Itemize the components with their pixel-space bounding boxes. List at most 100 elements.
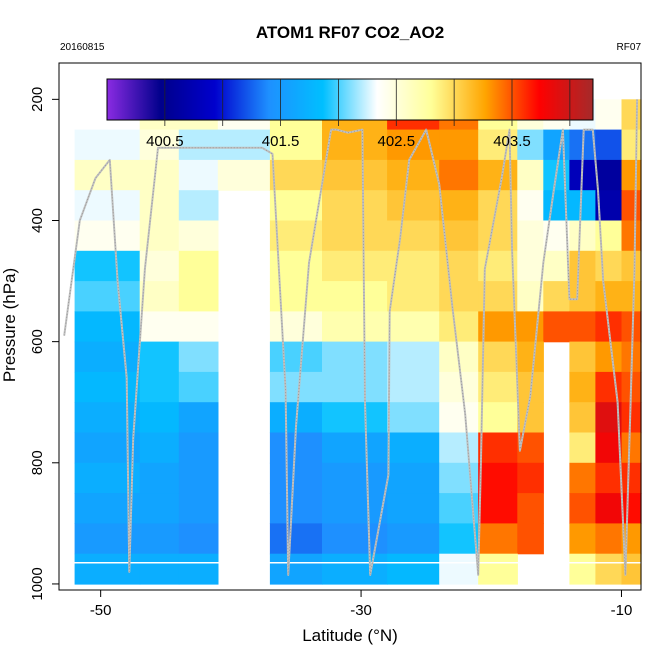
heatmap-cell xyxy=(569,281,596,312)
heatmap-cell xyxy=(217,159,271,191)
heatmap-cell xyxy=(517,129,544,161)
heatmap-cell xyxy=(439,311,479,343)
heatmap-cell xyxy=(569,432,596,464)
heatmap-cell xyxy=(217,129,271,161)
heatmap-cell xyxy=(595,493,622,524)
heatmap-cell xyxy=(139,341,180,373)
heatmap-cell xyxy=(139,281,180,312)
colorbar-tick-label: 400.5 xyxy=(146,133,184,150)
x-tick-label: -10 xyxy=(611,602,633,619)
heatmap-cell xyxy=(269,281,323,312)
heatmap-cell xyxy=(139,523,180,555)
heatmap-cell xyxy=(595,129,622,161)
heatmap-cell xyxy=(439,129,479,161)
heatmap-cell xyxy=(569,250,596,282)
heatmap-cell xyxy=(178,129,219,161)
heatmap-cell xyxy=(621,311,642,343)
heatmap-cell xyxy=(269,190,323,222)
heatmap-cell xyxy=(543,311,570,343)
heatmap-cell xyxy=(569,402,596,434)
heatmap-cell xyxy=(322,220,388,252)
heatmap-cell xyxy=(621,159,642,191)
heatmap-cell xyxy=(517,402,544,434)
heatmap-cell xyxy=(439,402,479,434)
heatmap-cell xyxy=(387,159,440,191)
heatmap-cell xyxy=(269,462,323,494)
heatmap-cell xyxy=(322,281,388,312)
heatmap-cell xyxy=(322,371,388,403)
heatmap-cell xyxy=(387,371,440,403)
heatmap-cell xyxy=(569,220,596,252)
heatmap-cell xyxy=(478,129,518,161)
x-tick-label: -30 xyxy=(350,602,372,619)
heatmap-cell xyxy=(387,281,440,312)
heatmap-cell xyxy=(387,462,440,494)
heatmap-cell xyxy=(517,341,544,373)
flight-label: RF07 xyxy=(617,42,642,53)
heatmap-cell xyxy=(595,159,622,191)
heatmap-cell xyxy=(543,250,570,282)
heatmap-cell xyxy=(387,190,440,222)
heatmap-cell xyxy=(322,129,388,161)
heatmap-cell xyxy=(139,220,180,252)
heatmap-cell xyxy=(543,129,570,161)
y-tick-label: 600 xyxy=(29,329,46,354)
heatmap-cell xyxy=(595,553,622,585)
heatmap-cell xyxy=(595,99,622,131)
y-axis: 200 400 600 800 1000 xyxy=(29,87,59,601)
heatmap-cell xyxy=(595,281,622,312)
heatmap-cell xyxy=(387,523,440,555)
heatmap-cell xyxy=(322,250,388,282)
heatmap-cell xyxy=(439,462,479,494)
heatmap-cell xyxy=(387,493,440,524)
heatmap-cell xyxy=(269,311,323,343)
heatmap-cell xyxy=(569,493,596,524)
heatmap-cells xyxy=(59,99,642,585)
heatmap-cell xyxy=(478,159,518,191)
heatmap-cell xyxy=(74,371,141,403)
heatmap-cell xyxy=(517,311,544,343)
heatmap-cell xyxy=(178,250,219,282)
heatmap-cell xyxy=(322,190,388,222)
heatmap-cell xyxy=(322,553,388,585)
heatmap-cell xyxy=(517,250,544,282)
heatmap-cell xyxy=(74,432,141,464)
heatmap-cell xyxy=(387,220,440,252)
heatmap-cell xyxy=(178,523,219,555)
heatmap-cell xyxy=(621,462,642,494)
date-label: 20160815 xyxy=(60,42,105,53)
x-axis: -50 -30 -10 xyxy=(90,590,632,619)
heatmap-cell xyxy=(74,281,141,312)
y-axis-label: Pressure (hPa) xyxy=(0,268,19,382)
heatmap-cell xyxy=(178,371,219,403)
heatmap-cell xyxy=(178,190,219,222)
heatmap-cell xyxy=(178,341,219,373)
heatmap-cell xyxy=(322,341,388,373)
heatmap-cell xyxy=(621,493,642,524)
heatmap-cell xyxy=(621,190,642,222)
heatmap-cell xyxy=(139,159,180,191)
heatmap-cell xyxy=(478,553,518,585)
heatmap-cell xyxy=(139,553,180,585)
heatmap-cell xyxy=(139,402,180,434)
heatmap-cell xyxy=(517,159,544,191)
heatmap-cell xyxy=(621,281,642,312)
heatmap-cell xyxy=(478,371,518,403)
heatmap-cell xyxy=(139,311,180,343)
heatmap-cell xyxy=(517,523,544,555)
heatmap-cell xyxy=(269,493,323,524)
heatmap-cell xyxy=(139,493,180,524)
heatmap-cell xyxy=(595,523,622,555)
heatmap-cell xyxy=(322,402,388,434)
heatmap-cell xyxy=(387,402,440,434)
heatmap-cell xyxy=(595,250,622,282)
heatmap-cell xyxy=(269,523,323,555)
heatmap-cell xyxy=(517,462,544,494)
heatmap-cell xyxy=(595,432,622,464)
heatmap-cell xyxy=(439,553,479,585)
heatmap-cell xyxy=(387,311,440,343)
heatmap-cell xyxy=(139,432,180,464)
heatmap-cell xyxy=(387,341,440,373)
heatmap-cell xyxy=(139,462,180,494)
heatmap-cell xyxy=(439,523,479,555)
